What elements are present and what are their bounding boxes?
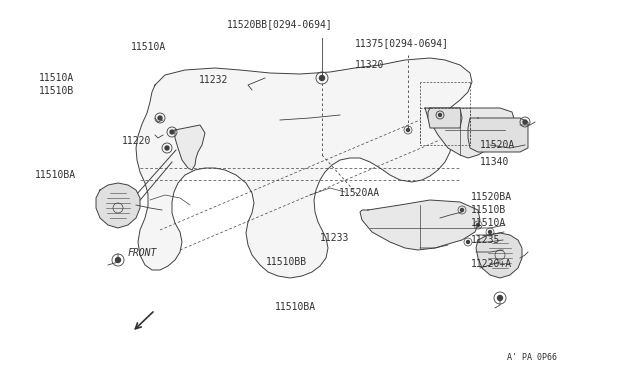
Text: 11520BB[0294-0694]: 11520BB[0294-0694] <box>227 19 333 29</box>
Text: 11520AA: 11520AA <box>339 189 380 198</box>
Circle shape <box>406 128 410 131</box>
Circle shape <box>467 241 470 244</box>
Circle shape <box>438 113 442 116</box>
Polygon shape <box>136 58 472 278</box>
Circle shape <box>461 208 463 212</box>
Circle shape <box>115 257 120 263</box>
Polygon shape <box>360 200 480 250</box>
Text: 11220+A: 11220+A <box>470 259 511 269</box>
Polygon shape <box>96 183 140 228</box>
Text: 11520BA: 11520BA <box>470 192 511 202</box>
Text: 11320: 11320 <box>355 60 385 70</box>
Circle shape <box>170 130 174 134</box>
Circle shape <box>477 224 479 227</box>
Text: 11220: 11220 <box>122 137 151 146</box>
Text: 11375[0294-0694]: 11375[0294-0694] <box>355 38 449 48</box>
Text: FRONT: FRONT <box>128 248 157 258</box>
Polygon shape <box>476 233 522 278</box>
Circle shape <box>488 231 492 234</box>
Text: 11235: 11235 <box>470 235 500 245</box>
Text: 11510BB: 11510BB <box>266 257 307 267</box>
Text: 11510BA: 11510BA <box>275 302 316 312</box>
Polygon shape <box>468 118 528 152</box>
Text: 11510A: 11510A <box>131 42 166 51</box>
Circle shape <box>165 146 169 150</box>
Text: 11510A: 11510A <box>470 218 506 228</box>
Polygon shape <box>425 108 515 158</box>
Circle shape <box>523 120 527 124</box>
Text: 11340: 11340 <box>480 157 509 167</box>
Text: 11520A: 11520A <box>480 140 515 150</box>
Circle shape <box>319 76 324 80</box>
Text: 11232: 11232 <box>198 75 228 85</box>
Text: 11510B: 11510B <box>470 205 506 215</box>
Text: 11510B: 11510B <box>38 86 74 96</box>
Text: 11233: 11233 <box>320 233 349 243</box>
Circle shape <box>158 116 162 120</box>
Text: 11510A: 11510A <box>38 73 74 83</box>
Polygon shape <box>428 108 462 128</box>
Circle shape <box>497 295 502 301</box>
Text: 11510BA: 11510BA <box>35 170 76 180</box>
Polygon shape <box>175 125 205 170</box>
Text: A' PA 0P66: A' PA 0P66 <box>507 353 557 362</box>
